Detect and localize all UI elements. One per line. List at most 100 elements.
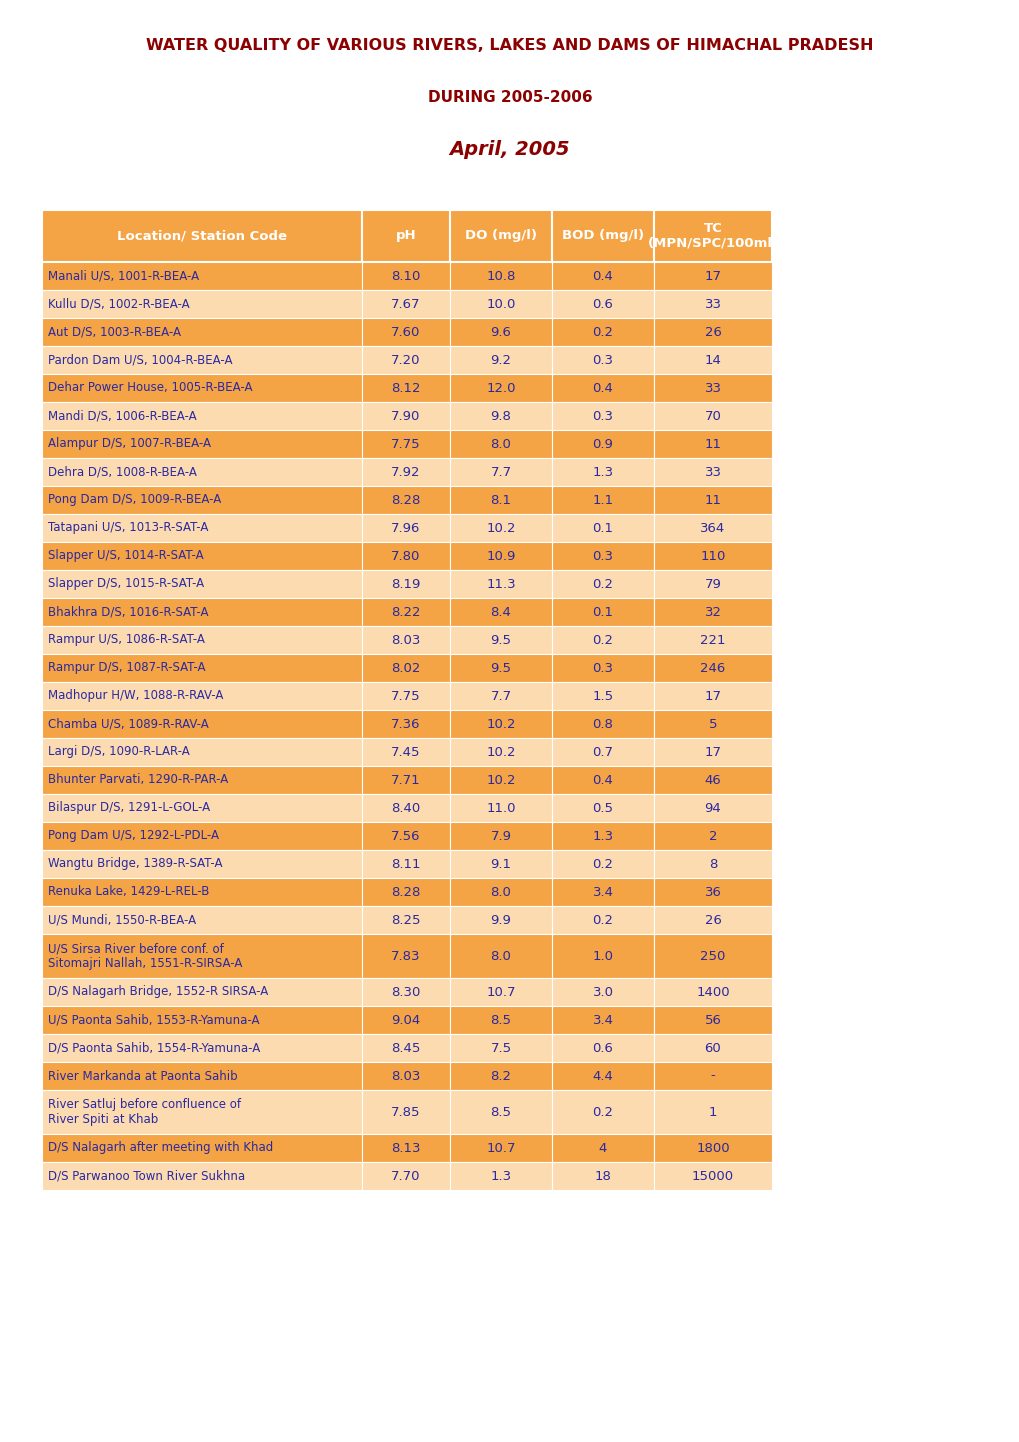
Text: 8.10: 8.10 bbox=[391, 270, 420, 283]
Text: 1.3: 1.3 bbox=[592, 829, 613, 842]
Text: Slapper U/S, 1014-R-SAT-A: Slapper U/S, 1014-R-SAT-A bbox=[48, 549, 204, 562]
Bar bbox=[551, 459, 653, 486]
Text: 3.4: 3.4 bbox=[592, 885, 612, 898]
Bar bbox=[551, 290, 653, 319]
Text: 10.2: 10.2 bbox=[486, 522, 516, 535]
Text: Tatapani U/S, 1013-R-SAT-A: Tatapani U/S, 1013-R-SAT-A bbox=[48, 522, 208, 535]
Bar bbox=[362, 570, 449, 598]
Bar bbox=[449, 682, 551, 709]
Text: U/S Sirsa River before conf. of
Sitomajri Nallah, 1551-R-SIRSA-A: U/S Sirsa River before conf. of Sitomajr… bbox=[48, 942, 243, 970]
Bar bbox=[653, 738, 771, 766]
Text: 364: 364 bbox=[700, 522, 725, 535]
Text: 9.6: 9.6 bbox=[490, 326, 511, 339]
Bar bbox=[653, 513, 771, 542]
Bar bbox=[551, 373, 653, 402]
Bar bbox=[362, 738, 449, 766]
Text: 8.19: 8.19 bbox=[391, 577, 420, 591]
Bar bbox=[449, 655, 551, 682]
Bar bbox=[449, 542, 551, 570]
Bar bbox=[42, 1007, 362, 1034]
Text: Rampur U/S, 1086-R-SAT-A: Rampur U/S, 1086-R-SAT-A bbox=[48, 633, 205, 646]
Bar bbox=[42, 346, 362, 373]
Bar bbox=[42, 934, 362, 978]
Bar bbox=[42, 430, 362, 459]
Text: 0.4: 0.4 bbox=[592, 382, 612, 395]
Bar bbox=[653, 459, 771, 486]
Text: D/S Nalagarh Bridge, 1552-R SIRSA-A: D/S Nalagarh Bridge, 1552-R SIRSA-A bbox=[48, 985, 268, 998]
Text: 8.12: 8.12 bbox=[391, 382, 421, 395]
Text: -: - bbox=[710, 1070, 714, 1083]
Bar bbox=[551, 906, 653, 934]
Bar bbox=[362, 211, 449, 262]
Bar bbox=[653, 1034, 771, 1061]
Text: 8: 8 bbox=[708, 858, 716, 871]
Text: 8.0: 8.0 bbox=[490, 949, 511, 962]
Bar bbox=[42, 626, 362, 655]
Text: 7.56: 7.56 bbox=[391, 829, 421, 842]
Bar bbox=[551, 430, 653, 459]
Bar bbox=[42, 1090, 362, 1133]
Bar bbox=[449, 978, 551, 1007]
Text: 9.1: 9.1 bbox=[490, 858, 511, 871]
Text: Mandi D/S, 1006-R-BEA-A: Mandi D/S, 1006-R-BEA-A bbox=[48, 410, 197, 423]
Bar bbox=[551, 262, 653, 290]
Text: 0.5: 0.5 bbox=[592, 802, 612, 815]
Bar bbox=[42, 978, 362, 1007]
Bar bbox=[362, 262, 449, 290]
Text: 2: 2 bbox=[708, 829, 716, 842]
Bar bbox=[551, 513, 653, 542]
Bar bbox=[551, 1034, 653, 1061]
Bar bbox=[362, 430, 449, 459]
Bar bbox=[653, 598, 771, 626]
Bar bbox=[551, 682, 653, 709]
Bar bbox=[42, 513, 362, 542]
Bar bbox=[42, 849, 362, 878]
Text: 1400: 1400 bbox=[696, 985, 730, 998]
Text: Renuka Lake, 1429-L-REL-B: Renuka Lake, 1429-L-REL-B bbox=[48, 885, 209, 898]
Text: 0.9: 0.9 bbox=[592, 437, 612, 450]
Bar bbox=[42, 738, 362, 766]
Text: 0.1: 0.1 bbox=[592, 522, 612, 535]
Text: 33: 33 bbox=[704, 466, 720, 479]
Text: 0.3: 0.3 bbox=[592, 353, 612, 366]
Text: U/S Mundi, 1550-R-BEA-A: U/S Mundi, 1550-R-BEA-A bbox=[48, 913, 196, 927]
Text: 1: 1 bbox=[708, 1106, 716, 1119]
Bar bbox=[653, 626, 771, 655]
Text: 0.3: 0.3 bbox=[592, 549, 612, 562]
Text: 0.6: 0.6 bbox=[592, 1041, 612, 1054]
Bar bbox=[449, 346, 551, 373]
Bar bbox=[653, 1133, 771, 1162]
Bar bbox=[653, 934, 771, 978]
Bar bbox=[449, 211, 551, 262]
Bar bbox=[362, 795, 449, 822]
Bar bbox=[362, 849, 449, 878]
Text: 8.45: 8.45 bbox=[391, 1041, 420, 1054]
Text: 8.5: 8.5 bbox=[490, 1106, 511, 1119]
Bar bbox=[449, 934, 551, 978]
Text: 7.83: 7.83 bbox=[391, 949, 421, 962]
Text: 14: 14 bbox=[704, 353, 720, 366]
Text: 10.8: 10.8 bbox=[486, 270, 516, 283]
Bar bbox=[362, 1090, 449, 1133]
Bar bbox=[551, 486, 653, 513]
Text: 17: 17 bbox=[704, 689, 720, 702]
Bar bbox=[42, 878, 362, 906]
Text: 0.2: 0.2 bbox=[592, 858, 612, 871]
Text: Pong Dam D/S, 1009-R-BEA-A: Pong Dam D/S, 1009-R-BEA-A bbox=[48, 493, 221, 506]
Text: 26: 26 bbox=[704, 913, 720, 927]
Bar bbox=[42, 211, 362, 262]
Text: 1.3: 1.3 bbox=[592, 466, 613, 479]
Text: 10.7: 10.7 bbox=[486, 985, 516, 998]
Text: 7.60: 7.60 bbox=[391, 326, 420, 339]
Text: 11.3: 11.3 bbox=[486, 577, 516, 591]
Text: 8.22: 8.22 bbox=[391, 606, 421, 619]
Bar bbox=[42, 822, 362, 849]
Bar bbox=[551, 211, 653, 262]
Text: 7.5: 7.5 bbox=[490, 1041, 512, 1054]
Bar bbox=[449, 849, 551, 878]
Bar bbox=[551, 738, 653, 766]
Text: 15000: 15000 bbox=[691, 1169, 734, 1182]
Text: 7.96: 7.96 bbox=[391, 522, 420, 535]
Bar bbox=[42, 598, 362, 626]
Text: WATER QUALITY OF VARIOUS RIVERS, LAKES AND DAMS OF HIMACHAL PRADESH: WATER QUALITY OF VARIOUS RIVERS, LAKES A… bbox=[146, 37, 873, 53]
